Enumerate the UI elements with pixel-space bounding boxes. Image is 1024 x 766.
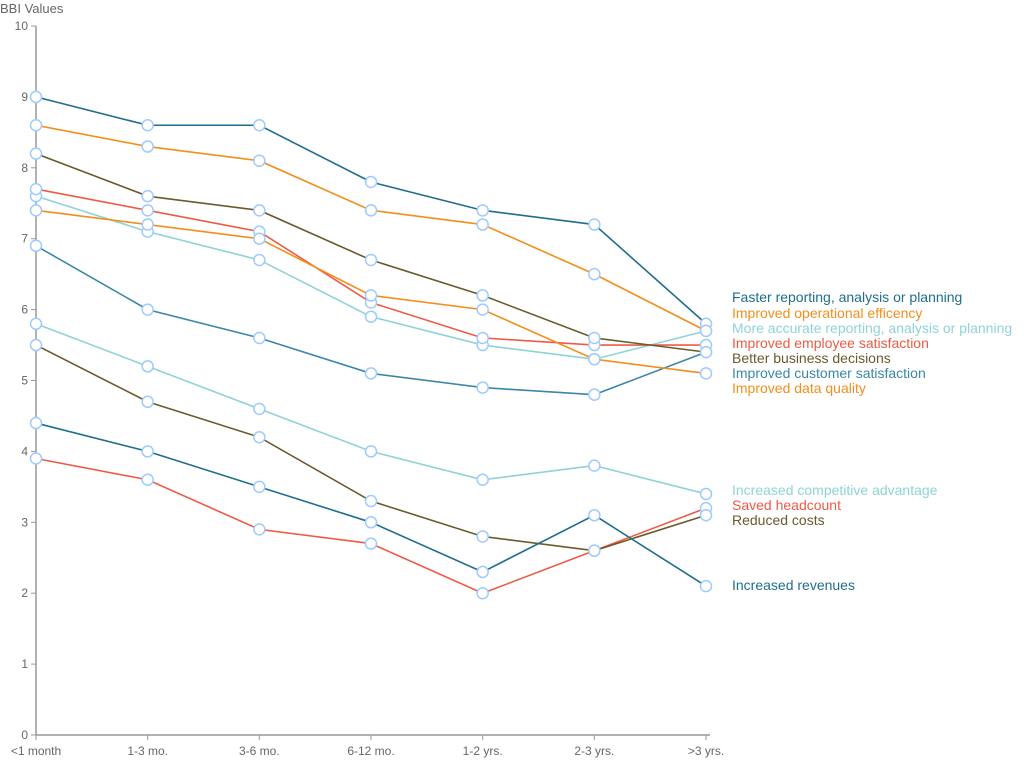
data-point <box>364 494 378 508</box>
y-tick-label: 6 <box>21 303 28 317</box>
data-point <box>253 523 266 536</box>
data-point <box>699 367 713 380</box>
y-tick-label: 5 <box>21 374 28 388</box>
data-point <box>29 317 43 331</box>
data-point <box>141 218 154 231</box>
data-point <box>253 253 266 267</box>
data-point <box>476 331 489 345</box>
data-point <box>699 324 713 338</box>
y-tick-label: 2 <box>21 586 28 600</box>
series-line <box>35 323 707 495</box>
legend-label: Improved operational efficency <box>732 305 922 321</box>
x-tick-label: <1 month <box>11 744 61 758</box>
legend-label: Increased competitive advantage <box>732 482 938 498</box>
data-point <box>476 289 489 302</box>
data-point <box>364 516 378 529</box>
y-tick-label: 7 <box>21 232 28 246</box>
data-point <box>588 459 601 472</box>
data-point <box>588 352 601 366</box>
data-point <box>141 204 154 217</box>
data-point <box>476 381 489 394</box>
data-point <box>253 119 266 132</box>
legend-label: Increased revenues <box>732 577 855 593</box>
data-point <box>476 565 489 579</box>
data-point <box>364 310 378 323</box>
data-point <box>29 182 43 196</box>
y-tick-label: 8 <box>21 161 28 175</box>
data-point <box>364 175 378 189</box>
data-point <box>253 232 266 245</box>
legend-label: More accurate reporting, analysis or pla… <box>732 320 1012 336</box>
data-point <box>253 331 266 345</box>
data-point <box>699 487 713 501</box>
data-point <box>141 303 154 316</box>
data-point <box>141 140 154 153</box>
y-tick-label: 0 <box>21 728 28 742</box>
data-point <box>588 508 601 522</box>
data-point <box>253 154 266 167</box>
data-point <box>364 204 378 217</box>
data-point <box>699 579 713 593</box>
data-point <box>253 430 266 444</box>
x-tick-label: 1-3 mo. <box>127 744 168 758</box>
y-tick-label: 9 <box>21 90 28 104</box>
y-tick-label: 1 <box>21 657 28 671</box>
data-point <box>588 544 601 557</box>
data-point <box>588 331 601 345</box>
data-point <box>29 90 43 104</box>
data-point <box>253 480 266 494</box>
data-point <box>476 530 489 543</box>
data-point <box>588 388 601 401</box>
data-point <box>364 367 378 380</box>
legend-label: Improved data quality <box>732 380 866 396</box>
data-point <box>29 147 43 160</box>
data-point <box>29 204 43 217</box>
legend-label: Improved employee satisfaction <box>732 335 929 351</box>
y-tick-label: 4 <box>21 444 28 458</box>
legend-label: Improved customer satisfaction <box>732 365 926 381</box>
data-point <box>476 218 489 231</box>
data-point <box>29 338 43 352</box>
data-point <box>29 416 43 430</box>
data-point <box>364 289 378 302</box>
x-tick-label: 3-6 mo. <box>239 744 280 758</box>
data-point <box>141 119 154 132</box>
data-point <box>141 445 154 458</box>
data-point <box>253 402 266 416</box>
data-point <box>29 452 43 465</box>
data-point <box>141 360 154 373</box>
x-tick-label: >3 yrs. <box>688 744 724 758</box>
data-point <box>476 303 489 316</box>
data-point <box>588 267 601 281</box>
y-tick-label: 10 <box>15 19 29 33</box>
data-point <box>699 508 713 522</box>
data-point <box>141 473 154 487</box>
legend-label: Saved headcount <box>732 497 841 513</box>
data-point <box>364 445 378 458</box>
data-point <box>253 204 266 217</box>
y-axis-label: BBI Values <box>0 1 64 16</box>
data-point <box>141 189 154 203</box>
data-point <box>364 253 378 267</box>
data-point <box>364 537 378 550</box>
series-line <box>35 195 707 361</box>
data-point <box>29 239 43 253</box>
data-point <box>476 204 489 217</box>
data-point <box>588 218 601 231</box>
y-tick-label: 3 <box>21 515 28 529</box>
data-point <box>29 119 43 132</box>
data-point <box>476 586 489 600</box>
data-point <box>476 473 489 487</box>
legend-label: Reduced costs <box>732 512 825 528</box>
data-point <box>699 345 713 359</box>
data-point <box>141 395 154 409</box>
x-tick-label: 2-3 yrs. <box>574 744 614 758</box>
x-tick-label: 6-12 mo. <box>347 744 394 758</box>
legend-label: Better business decisions <box>732 350 891 366</box>
legend-label: Faster reporting, analysis or planning <box>732 289 962 305</box>
x-tick-label: 1-2 yrs. <box>463 744 503 758</box>
